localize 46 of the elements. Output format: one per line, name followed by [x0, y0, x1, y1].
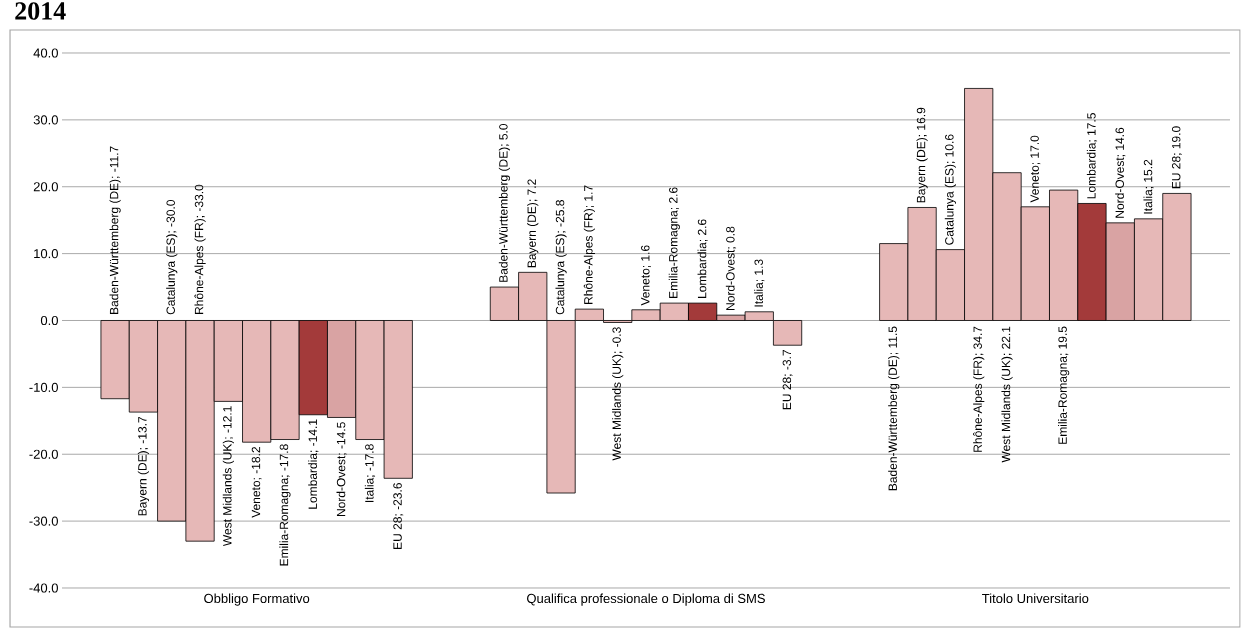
- x-tick-label: Obbligo Formativo: [204, 593, 310, 606]
- data-label: Veneto; 17.0: [1030, 135, 1041, 203]
- data-label: Baden-Württemberg (DE); 5.0: [498, 123, 511, 282]
- data-label: Bayern (DE); 7.2: [527, 179, 539, 268]
- data-label: Lombardia; 17.5: [1086, 113, 1098, 199]
- data-label: Italia; 1.3: [754, 259, 765, 307]
- data-label: Catalunya (ES); -30.0: [166, 200, 178, 315]
- data-label: Veneto; -18.2: [251, 447, 262, 518]
- y-tick-label: 0.0: [40, 315, 58, 326]
- data-label: Rhône-Alpes (FR); 1.7: [583, 185, 595, 304]
- data-label: Italia; 15.2: [1143, 159, 1154, 214]
- data-label: Nord-Ovest; -14.5: [336, 422, 347, 517]
- data-label: Emilia-Romagna; 19.5: [1058, 326, 1070, 444]
- chart-title: 2014: [15, 2, 66, 20]
- data-label: Veneto; 1.6: [641, 245, 651, 306]
- y-tick-label: 30.0: [33, 115, 58, 125]
- data-label: Baden-Württemberg (DE); 11.5: [888, 326, 900, 491]
- data-label: Lombardia; 2.6: [697, 219, 708, 298]
- data-label: EU 28; 19.0: [1171, 126, 1182, 189]
- data-label: Lombardia; -14.1: [308, 419, 319, 509]
- y-tick-label: 40.0: [33, 48, 58, 58]
- x-tick-label: Qualifica professionale o Diploma di SMS: [527, 593, 765, 606]
- data-label: Rhône-Alpes (FR); -33.0: [194, 184, 206, 314]
- data-label: Catalunya (ES); -25.8: [555, 200, 567, 315]
- data-label: Italia; -17.8: [364, 444, 376, 502]
- data-label: West Midlands (UK); -0.3: [612, 327, 624, 461]
- x-tick-label: Titolo Universitario: [982, 593, 1089, 604]
- data-label: Baden-Württemberg (DE); -11.7: [109, 146, 121, 314]
- data-label: EU 28; -3.7: [782, 350, 793, 410]
- data-label: Bayern (DE); -13.7: [137, 416, 150, 516]
- data-label: Nord-Ovest; 0.8: [725, 226, 737, 310]
- data-label: Emilia-Romagna; -17.8: [279, 444, 291, 566]
- data-label: Emilia-Romagna; 2.6: [668, 187, 680, 298]
- data-label: EU 28; -23.6: [393, 483, 404, 549]
- data-label: West Midlands (UK); -12.1: [222, 406, 234, 547]
- y-tick-label: -40.0: [29, 583, 58, 593]
- data-label: Nord-Ovest; 14.6: [1115, 127, 1126, 218]
- y-tick-label: 10.0: [34, 249, 58, 259]
- data-label: Catalunya (ES); 10.6: [944, 134, 956, 245]
- y-tick-label: 20.0: [33, 182, 58, 192]
- y-tick-label: -10.0: [29, 382, 58, 392]
- y-tick-label: -30.0: [29, 516, 58, 526]
- data-label: Bayern (DE); 16.9: [916, 107, 928, 203]
- data-label: West Midlands (UK); 22.1: [1001, 326, 1013, 463]
- y-tick-label: -20.0: [29, 449, 58, 459]
- data-label: Rhône-Alpes (FR); 34.7: [973, 326, 985, 452]
